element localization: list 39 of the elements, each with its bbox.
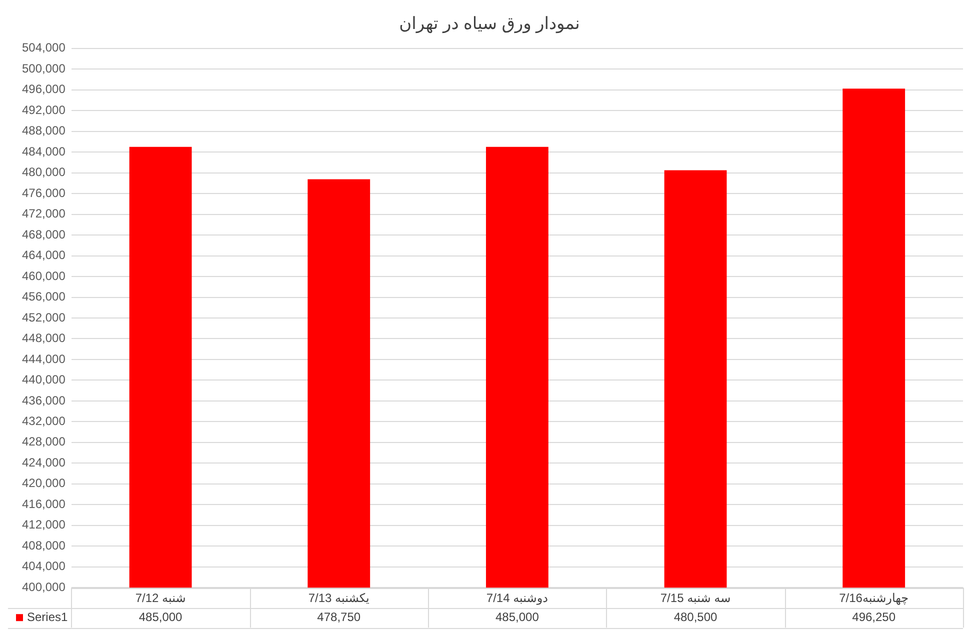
y-tick-label: 492,000 <box>22 102 66 117</box>
y-tick-label: 460,000 <box>22 268 66 283</box>
y-tick-label: 472,000 <box>22 206 66 221</box>
y-tick-label: 428,000 <box>22 434 66 449</box>
y-tick-label: 400,000 <box>22 580 66 594</box>
y-tick-label: 432,000 <box>22 414 66 428</box>
y-tick-label: 412,000 <box>22 518 66 532</box>
y-tick-label: 484,000 <box>22 144 66 158</box>
y-tick-label: 440,000 <box>22 372 66 387</box>
data-label: 485,000 <box>495 610 540 624</box>
y-tick-label: 424,000 <box>22 455 66 470</box>
data-label: 496,250 <box>852 610 896 624</box>
data-label: 480,500 <box>674 610 718 624</box>
x-tick-label: شنبه 7/12 <box>135 591 186 606</box>
y-tick-label: 408,000 <box>22 538 66 552</box>
y-tick-label: 468,000 <box>22 227 66 242</box>
y-tick-label: 404,000 <box>22 559 66 574</box>
y-tick-label: 504,000 <box>22 40 66 55</box>
y-tick-label: 444,000 <box>22 352 66 366</box>
y-tick-label: 500,000 <box>22 61 66 76</box>
y-tick-label: 416,000 <box>22 496 66 511</box>
data-label: 478,750 <box>317 610 361 624</box>
data-label: 485,000 <box>138 610 183 624</box>
y-tick-label: 496,000 <box>22 82 66 96</box>
x-tick-label: چهارشنبه7/16 <box>839 591 909 606</box>
y-tick-label: 480,000 <box>22 165 66 180</box>
y-tick-label: 456,000 <box>22 290 66 304</box>
y-tick-label: 488,000 <box>22 124 66 138</box>
y-tick-label: 448,000 <box>22 331 66 346</box>
y-tick-label: 476,000 <box>22 186 66 200</box>
y-tick-label: 452,000 <box>22 310 66 324</box>
y-tick-label: 436,000 <box>22 393 66 408</box>
y-tick-label: 464,000 <box>22 248 66 262</box>
x-tick-label: یکشنبه 7/13 <box>308 591 370 606</box>
y-tick-label: 420,000 <box>22 476 66 490</box>
chart-title: نمودار ورق سیاه در تهران <box>399 14 580 34</box>
legend-label: Series1 <box>27 610 68 624</box>
x-tick-label: دوشنبه 7/14 <box>486 591 548 606</box>
x-tick-label: سه شنبه 7/15 <box>660 591 731 606</box>
